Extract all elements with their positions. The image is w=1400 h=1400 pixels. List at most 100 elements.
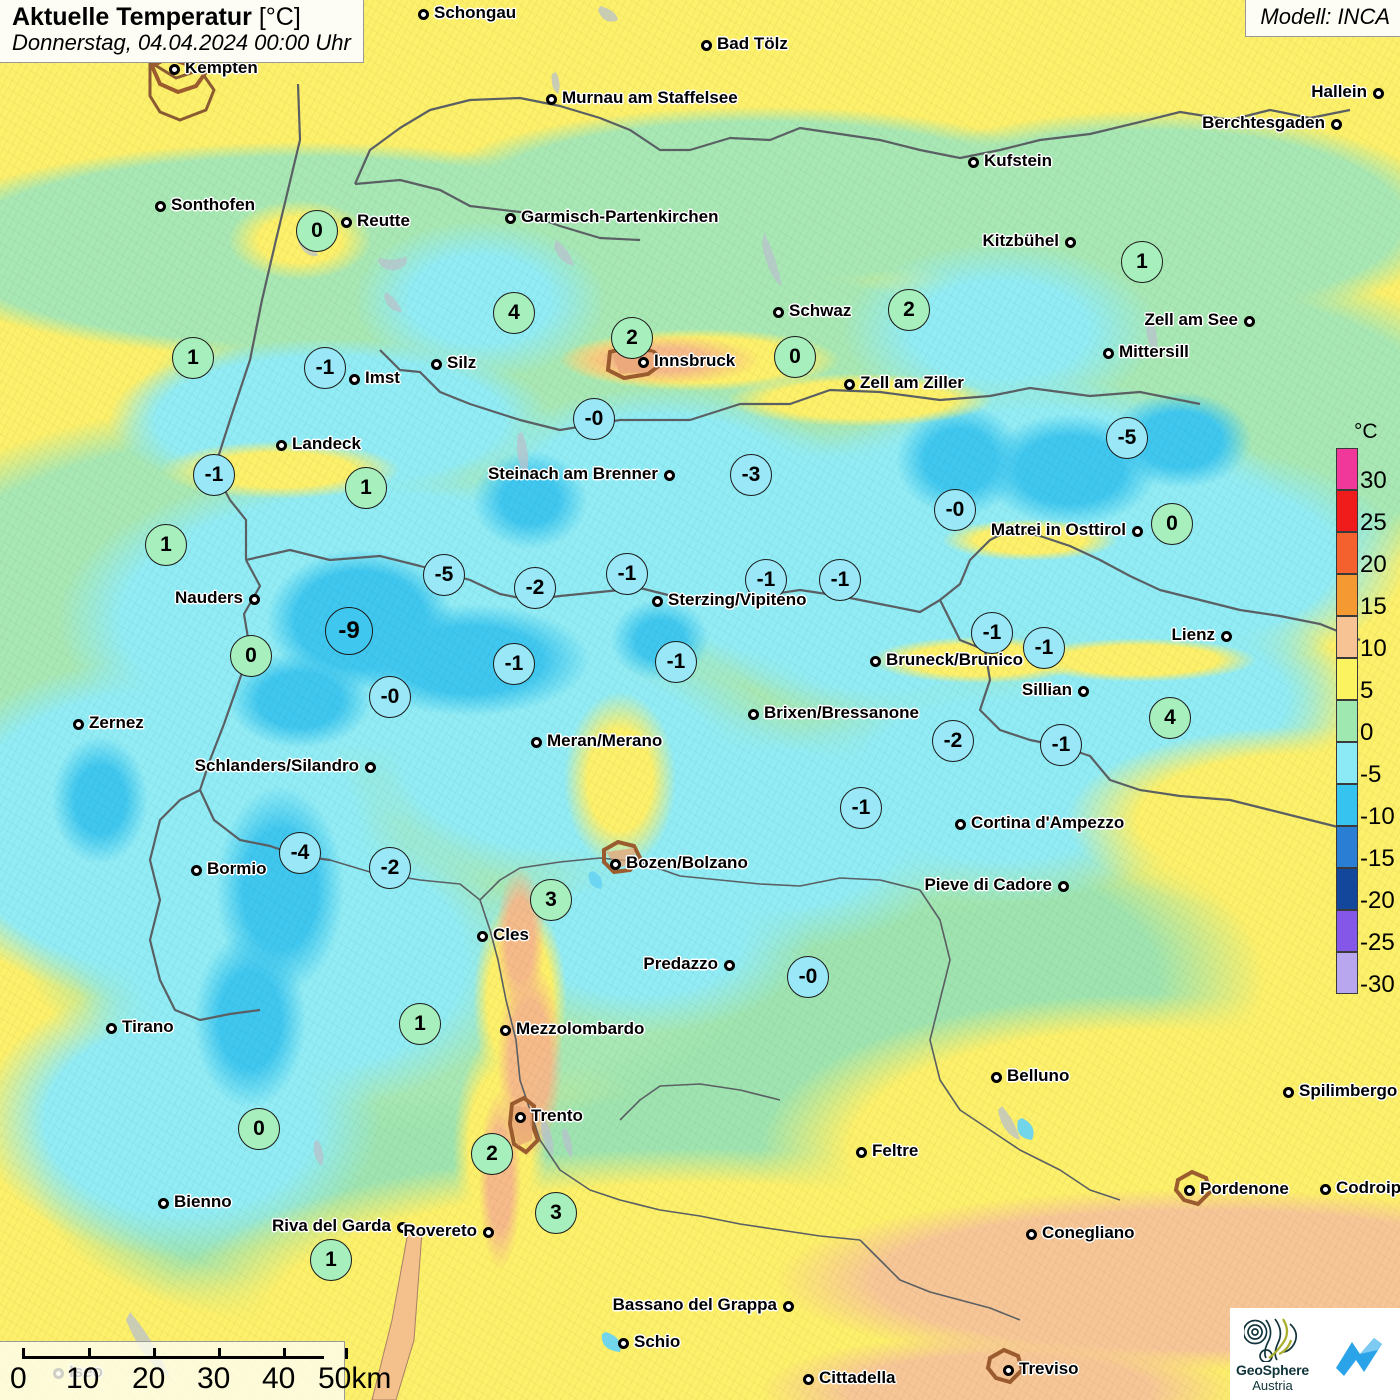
colorbar-entry: -20 xyxy=(1336,868,1396,913)
scale-tick-40 xyxy=(283,1348,286,1359)
city-dot-icon xyxy=(105,1022,117,1034)
station-temperature-bubble[interactable]: -5 xyxy=(423,554,465,596)
station-temperature-bubble[interactable]: -1 xyxy=(493,643,535,685)
city-dot-icon xyxy=(990,1071,1002,1083)
station-temperature-bubble[interactable]: -1 xyxy=(1040,724,1082,766)
city-label: Schongau xyxy=(434,3,517,22)
station-temperature-bubble[interactable]: -1 xyxy=(1023,627,1065,669)
station-temperature-bubble[interactable]: -0 xyxy=(369,676,411,718)
city-label: Bassano del Grappa xyxy=(612,1295,777,1314)
colorbar-entry: 15 xyxy=(1336,574,1396,619)
station-temperature-bubble[interactable]: -5 xyxy=(1106,417,1148,459)
scale-label: 10 xyxy=(66,1362,100,1395)
station-temperature-bubble[interactable]: -0 xyxy=(573,398,615,440)
station-temperature-bubble[interactable]: 3 xyxy=(530,879,572,921)
colorbar-entry: -5 xyxy=(1336,742,1396,787)
station-temperature-bubble[interactable]: 0 xyxy=(230,635,272,677)
colorbar-entry: 5 xyxy=(1336,658,1396,703)
city-dot-icon xyxy=(248,593,260,605)
station-temperature-bubble[interactable]: 0 xyxy=(296,210,338,252)
colorbar-swatch xyxy=(1336,742,1358,784)
station-temperature-bubble[interactable]: -1 xyxy=(745,559,787,601)
station-temperature-bubble[interactable]: 1 xyxy=(172,337,214,379)
geosphere-austria-logo: GeoSphere Austria xyxy=(1230,1308,1315,1400)
scale-tick-50 xyxy=(345,1348,348,1359)
station-temperature-bubble[interactable]: -1 xyxy=(606,553,648,595)
city-dot-icon xyxy=(1002,1364,1014,1376)
station-temperature-bubble[interactable]: 2 xyxy=(888,289,930,331)
station-temperature-bubble[interactable]: -1 xyxy=(304,347,346,389)
station-temperature-bubble[interactable]: -2 xyxy=(514,567,556,609)
city-label: Cles xyxy=(493,925,529,944)
city-label: Hallein xyxy=(1311,82,1367,101)
city-label: Berchtesgaden xyxy=(1202,113,1325,132)
city-label: Pordenone xyxy=(1200,1179,1289,1198)
city-label: Sillian xyxy=(1021,680,1072,699)
city-label: Kitzbühel xyxy=(982,231,1060,250)
city-dot-icon xyxy=(1102,347,1114,359)
station-temperature-bubble[interactable]: 1 xyxy=(310,1239,352,1281)
city-label: Cortina d'Ampezzo xyxy=(971,813,1125,832)
city-dot-icon xyxy=(1064,236,1076,248)
city-dot-icon xyxy=(1077,685,1089,697)
station-temperature-bubble[interactable]: -3 xyxy=(730,454,772,496)
logo-strip: GeoSphere Austria xyxy=(1230,1308,1400,1400)
city-label: Trento xyxy=(531,1106,583,1125)
station-temperature-bubble[interactable]: -0 xyxy=(787,956,829,998)
model-label: Modell: INCA xyxy=(1245,0,1400,37)
station-temperature-bubble[interactable]: 1 xyxy=(399,1003,441,1045)
city-label: Meran/Merano xyxy=(547,731,663,750)
station-temperature-bubble[interactable]: -2 xyxy=(369,847,411,889)
station-temperature-bubble[interactable]: 3 xyxy=(535,1192,577,1234)
city-dot-icon xyxy=(802,1373,814,1385)
city-dot-icon xyxy=(1330,118,1342,130)
city-label: Zell am Ziller xyxy=(860,373,964,392)
station-temperature-bubble[interactable]: 0 xyxy=(1151,503,1193,545)
colorbar-swatch xyxy=(1336,826,1358,868)
city-dot-icon xyxy=(617,1337,629,1349)
city-dot-icon xyxy=(723,959,735,971)
city-label: Codroipo xyxy=(1336,1178,1400,1197)
map-title-box: Aktuelle Temperatur [°C] Donnerstag, 04.… xyxy=(0,0,364,63)
city-dot-icon xyxy=(954,818,966,830)
city-label: Landeck xyxy=(292,434,361,453)
colorbar-rows: 30 25 20 15 10 5 0 -5 -10 -15 -20 -25 -30 xyxy=(1336,448,1396,997)
station-temperature-bubble[interactable]: -1 xyxy=(840,787,882,829)
city-label: Brixen/Bressanone xyxy=(764,703,919,722)
station-temperature-bubble[interactable]: 2 xyxy=(611,317,653,359)
station-temperature-bubble[interactable]: -0 xyxy=(934,489,976,531)
station-temperature-bubble[interactable]: -1 xyxy=(193,454,235,496)
blue-chevron-icon xyxy=(1335,1338,1382,1376)
station-temperature-bubble[interactable]: 4 xyxy=(493,292,535,334)
city-label: Kempten xyxy=(185,58,258,77)
station-temperature-bubble[interactable]: 0 xyxy=(774,336,816,378)
city-dot-icon xyxy=(275,439,287,451)
station-temperature-bubble[interactable]: 4 xyxy=(1149,697,1191,739)
station-temperature-bubble[interactable]: 1 xyxy=(1121,241,1163,283)
water-bodies xyxy=(588,871,1034,1352)
city-label: Kufstein xyxy=(984,151,1052,170)
station-temperature-bubble[interactable]: -1 xyxy=(655,641,697,683)
colorbar-swatch xyxy=(1336,616,1358,658)
colorbar-tick-label: -15 xyxy=(1360,845,1395,872)
national-borders xyxy=(148,60,1361,1321)
scale-label: 50km xyxy=(318,1362,392,1395)
station-temperature-bubble[interactable]: -1 xyxy=(819,559,861,601)
station-temperature-bubble[interactable]: -1 xyxy=(971,612,1013,654)
station-temperature-bubble[interactable]: -2 xyxy=(932,720,974,762)
city-dot-icon xyxy=(869,655,881,667)
city-dot-icon xyxy=(651,595,663,607)
city-label: Schio xyxy=(634,1332,681,1351)
station-temperature-bubble[interactable]: 0 xyxy=(238,1108,280,1150)
city-label: Schwaz xyxy=(789,301,852,320)
station-temperature-bubble[interactable]: -9 xyxy=(325,607,373,655)
colorbar-swatch xyxy=(1336,574,1358,616)
station-temperature-bubble[interactable]: 1 xyxy=(345,467,387,509)
station-temperature-bubble[interactable]: 1 xyxy=(145,524,187,566)
scale-tick-30 xyxy=(218,1348,221,1359)
station-temperature-bubble[interactable]: -4 xyxy=(279,832,321,874)
city-label: Murnau am Staffelsee xyxy=(562,88,738,107)
station-temperature-bubble[interactable]: 2 xyxy=(471,1133,513,1175)
